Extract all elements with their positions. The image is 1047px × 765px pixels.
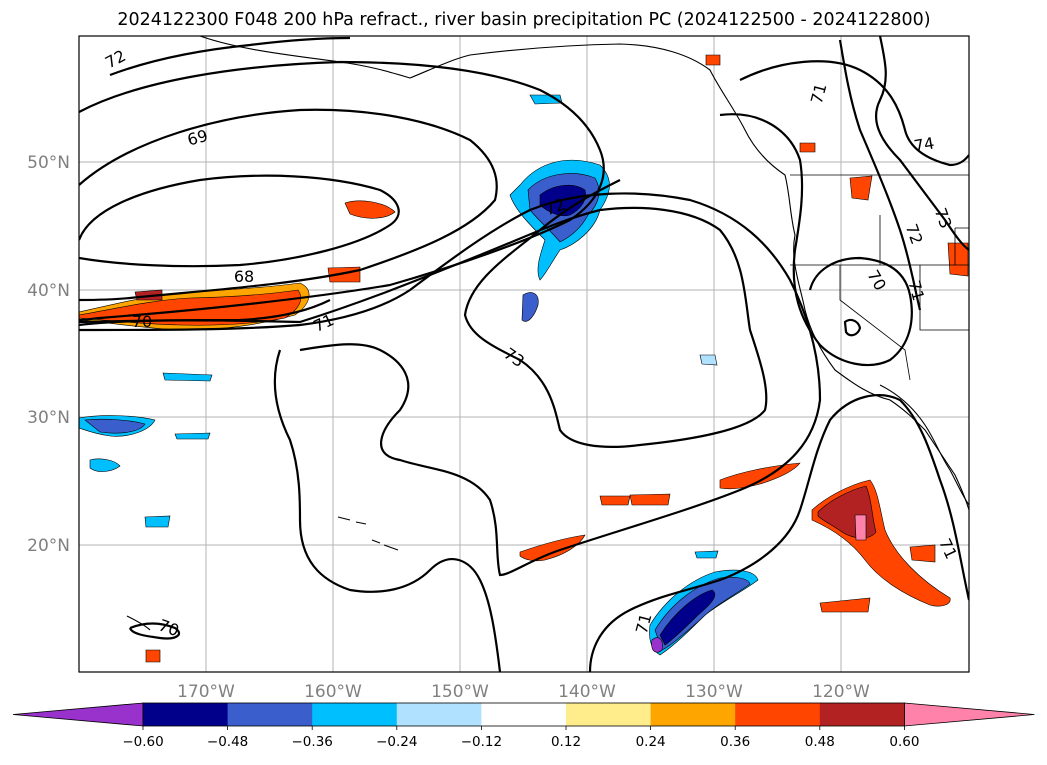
- colorbar-segment: [650, 703, 736, 726]
- lat-label: 20°N: [27, 536, 70, 556]
- contour-70-sw: [128, 622, 181, 640]
- neg-region-small-3: [144, 515, 171, 528]
- lat-axis: 50°N 40°N 30°N 20°N: [27, 153, 70, 556]
- colorbar-segment: [143, 703, 229, 726]
- gridlines: [79, 36, 969, 672]
- lon-label: 160°W: [304, 682, 362, 702]
- colorbar-segment: [735, 703, 821, 726]
- contour-label: 71: [632, 611, 656, 636]
- coastlines: [126, 36, 969, 631]
- neg-region-small-6: [694, 550, 719, 559]
- pos-region-west-40n-mid: [79, 289, 302, 326]
- pos-region-nw-coast: [849, 175, 873, 201]
- contour-73: [79, 179, 768, 448]
- contour-72-mid: [79, 192, 822, 577]
- lon-label: 120°W: [812, 682, 870, 702]
- pos-region-east-25n: [719, 462, 801, 490]
- neg-region-south-core: [659, 589, 716, 646]
- pos-region-small-9: [705, 54, 721, 66]
- contour-label: 74: [912, 133, 935, 155]
- border-state-3: [919, 265, 969, 331]
- pos-region-small-8: [799, 142, 816, 153]
- colorbar: −0.60 −0.48 −0.36 −0.24 −0.12 0.12 0.24 0.36 0.4…: [12, 702, 1035, 750]
- neg-region-small-5: [699, 354, 718, 366]
- neg-region-west-30n-mid: [84, 418, 146, 434]
- baja-coast: [879, 384, 969, 506]
- south-island: [126, 615, 151, 631]
- colorbar-tick-label: 0.48: [805, 734, 835, 750]
- lon-label: 140°W: [558, 682, 616, 702]
- contour-68: [79, 174, 400, 268]
- colorbar-segments: [12, 702, 1035, 727]
- colorbar-tick-label: −0.48: [207, 734, 248, 750]
- neg-region-central: [521, 292, 539, 322]
- contour-74: [739, 60, 969, 167]
- pos-region-small-1: [344, 200, 396, 219]
- map-frame: [78, 35, 970, 673]
- colorbar-outline: [142, 702, 905, 727]
- neg-region-small-4: [174, 432, 211, 440]
- contour-72-north: [109, 36, 351, 77]
- lon-axis: 170°W 160°W 150°W 140°W 130°W 120°W: [177, 682, 870, 702]
- colorbar-segment: [481, 703, 567, 726]
- colorbar-tick-label: 0.24: [636, 734, 666, 750]
- contour-label: 68: [234, 267, 254, 286]
- pos-region-small-4: [599, 495, 631, 506]
- contour-label: 71: [905, 278, 929, 303]
- lat-label: 40°N: [27, 281, 70, 301]
- pos-region-small-10: [145, 649, 161, 663]
- contour-label: 69: [185, 126, 210, 150]
- map-panel: 72 69 68 70 71 72 73 70 71 71 74 73 72 7…: [78, 35, 970, 673]
- colorbar-tick-label: 0.12: [551, 734, 581, 750]
- lon-label: 150°W: [431, 682, 489, 702]
- colorbar-tick-labels: −0.60 −0.48 −0.36 −0.24 −0.12 0.12 0.24 0.36 0.4…: [122, 734, 919, 750]
- neg-region-small-1: [162, 372, 213, 382]
- colorbar-segment: [566, 703, 652, 726]
- colorbar-tick-label: −0.24: [376, 734, 417, 750]
- contour-label: 70: [132, 312, 152, 331]
- colorbar-tick-label: −0.36: [292, 734, 333, 750]
- colorbar-segment: [819, 703, 905, 726]
- hawaii-islands: [337, 516, 399, 551]
- contour-72-east: [838, 39, 922, 311]
- figure-title: 2024122300 F048 200 hPa refract., river …: [117, 10, 930, 30]
- contour-73-east: [875, 36, 969, 251]
- colorbar-tick-label: −0.12: [461, 734, 502, 750]
- neg-region-south-peak: [651, 637, 663, 653]
- border-state-1: [790, 215, 969, 266]
- colorbar-segment: [312, 703, 398, 726]
- pos-region-small-5: [519, 534, 586, 562]
- lon-label: 170°W: [177, 682, 235, 702]
- lat-label: 50°N: [27, 153, 70, 173]
- neg-region-small-2: [89, 458, 121, 472]
- contour-label: 71: [807, 81, 831, 106]
- contour-70-east: [719, 113, 913, 367]
- contour-closed-small: [843, 318, 862, 337]
- lat-label: 30°N: [27, 408, 70, 428]
- contour-70: [79, 60, 605, 322]
- colorbar-segment: [396, 703, 482, 726]
- pos-region-se-peak: [854, 514, 867, 541]
- colorbar-tick-label: 0.36: [720, 734, 750, 750]
- contour-71-west: [79, 299, 502, 672]
- colorbar-ticks: [142, 726, 905, 730]
- border-state-2: [839, 265, 911, 381]
- lon-label: 130°W: [685, 682, 743, 702]
- colorbar-tick-label: 0.60: [889, 734, 919, 750]
- contour-69: [79, 108, 498, 302]
- colorbar-tick-label: −0.60: [122, 734, 163, 750]
- north-america-coast: [199, 36, 969, 511]
- negative-pc-regions: [79, 94, 759, 656]
- pos-region-small-7: [909, 544, 936, 563]
- contour-71-south: [588, 394, 969, 672]
- colorbar-extend-min: [12, 702, 144, 727]
- pos-region-small-6: [819, 597, 871, 613]
- pos-region-small-3: [629, 493, 671, 506]
- colorbar-extend-max: [904, 702, 1035, 727]
- refractivity-contours: [79, 36, 969, 672]
- colorbar-segment: [227, 703, 313, 726]
